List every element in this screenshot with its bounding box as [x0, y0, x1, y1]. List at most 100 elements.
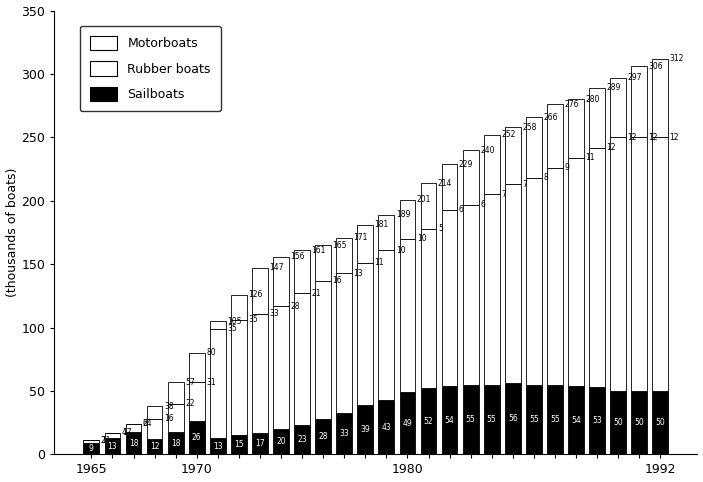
Text: 49: 49 [403, 419, 413, 428]
Bar [568, 99, 584, 158]
Bar [210, 438, 226, 455]
Bar [84, 443, 99, 455]
Bar [168, 431, 183, 455]
Bar [315, 245, 331, 281]
Bar [441, 210, 458, 386]
Y-axis label: (thousands of boats): (thousands of boats) [6, 168, 18, 297]
Text: 54: 54 [445, 415, 454, 425]
Text: 53: 53 [592, 416, 602, 425]
Bar [652, 137, 669, 391]
Bar [652, 391, 669, 455]
Bar [126, 431, 141, 455]
Text: 10: 10 [396, 246, 406, 255]
Text: 12: 12 [150, 442, 160, 451]
Text: 50: 50 [613, 418, 623, 427]
Text: 161: 161 [311, 246, 326, 255]
Text: 17: 17 [122, 428, 131, 437]
Bar [189, 421, 205, 455]
Text: 147: 147 [269, 264, 284, 272]
Bar [505, 127, 521, 184]
Bar [399, 239, 415, 392]
Bar [568, 158, 584, 386]
Bar [420, 183, 437, 228]
Bar [441, 164, 458, 210]
Bar [231, 435, 247, 455]
Text: 55: 55 [550, 415, 560, 424]
Text: 5: 5 [438, 224, 443, 233]
Bar [231, 320, 247, 435]
Text: 276: 276 [565, 100, 579, 109]
Bar [210, 321, 226, 329]
Bar [526, 117, 542, 178]
Text: 38: 38 [164, 402, 174, 411]
Bar [378, 215, 394, 250]
Text: 35: 35 [227, 324, 237, 334]
Text: 2: 2 [101, 436, 105, 445]
Bar [610, 78, 626, 137]
Bar [336, 413, 352, 455]
Bar [463, 204, 479, 385]
Text: 240: 240 [480, 146, 494, 155]
Text: 12: 12 [607, 143, 616, 152]
Bar [399, 392, 415, 455]
Bar [589, 387, 605, 455]
Text: 55: 55 [466, 415, 475, 424]
Bar [294, 294, 310, 425]
Text: 43: 43 [382, 423, 392, 432]
Bar [463, 150, 479, 204]
Text: 31: 31 [206, 377, 216, 387]
Bar [484, 194, 500, 385]
Text: 7: 7 [522, 180, 527, 189]
Legend: Motorboats, Rubber boats, Sailboats: Motorboats, Rubber boats, Sailboats [79, 26, 221, 111]
Bar [273, 429, 289, 455]
Text: 18: 18 [129, 439, 138, 447]
Bar [294, 425, 310, 455]
Text: 15: 15 [234, 441, 244, 449]
Bar [526, 178, 542, 385]
Text: 50: 50 [655, 418, 665, 427]
Bar [547, 168, 563, 385]
Text: 201: 201 [417, 195, 431, 204]
Bar [210, 329, 226, 438]
Text: 258: 258 [522, 123, 536, 132]
Text: 312: 312 [670, 54, 684, 63]
Bar [294, 250, 310, 294]
Text: 55: 55 [529, 415, 538, 424]
Text: 22: 22 [185, 399, 195, 408]
Text: 229: 229 [459, 160, 473, 169]
Bar [126, 424, 141, 431]
Text: 105: 105 [227, 317, 242, 326]
Text: 16: 16 [333, 276, 342, 285]
Bar [189, 353, 205, 382]
Bar [420, 388, 437, 455]
Bar [484, 385, 500, 455]
Text: 35: 35 [248, 316, 258, 324]
Text: 52: 52 [424, 417, 433, 426]
Bar [378, 400, 394, 455]
Text: 33: 33 [340, 429, 349, 438]
Bar [273, 256, 289, 306]
Text: 28: 28 [290, 302, 300, 310]
Text: 4: 4 [122, 428, 127, 437]
Text: 280: 280 [586, 95, 600, 104]
Bar [357, 263, 373, 405]
Text: 181: 181 [375, 220, 389, 229]
Text: 16: 16 [164, 415, 174, 423]
Text: 17: 17 [255, 439, 265, 448]
Text: 12: 12 [649, 133, 658, 142]
Bar [105, 438, 120, 455]
Bar [378, 250, 394, 400]
Bar [547, 105, 563, 168]
Text: 57: 57 [185, 377, 195, 387]
Bar [189, 382, 205, 421]
Bar [463, 385, 479, 455]
Bar [147, 439, 162, 455]
Text: 214: 214 [438, 178, 452, 187]
Text: 50: 50 [634, 418, 644, 427]
Bar [168, 382, 183, 404]
Text: 33: 33 [269, 309, 279, 318]
Text: 13: 13 [354, 268, 363, 278]
Text: 189: 189 [396, 210, 410, 219]
Text: 126: 126 [248, 290, 263, 299]
Bar [399, 200, 415, 239]
